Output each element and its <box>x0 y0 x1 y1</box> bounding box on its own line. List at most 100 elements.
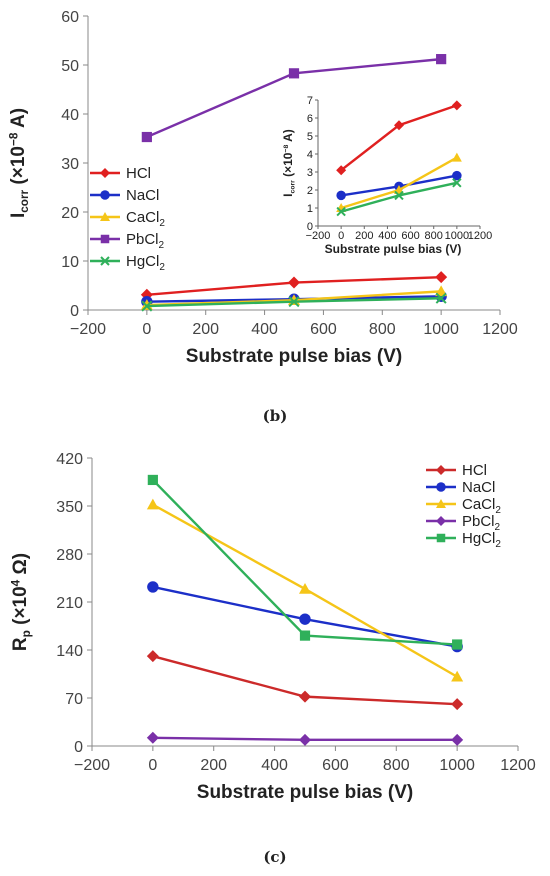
x-tick-label: 200 <box>200 757 227 774</box>
x-tick-label: 200 <box>192 321 219 338</box>
x-tick-label: 0 <box>148 757 157 774</box>
legend-label: HCl <box>462 462 487 479</box>
x-tick-label: 1200 <box>500 757 536 774</box>
inset-x-tick-label: −200 <box>306 230 331 242</box>
y-tick-label: 70 <box>65 691 83 708</box>
legend-subscript: 2 <box>495 522 501 533</box>
legend-text: NaCl <box>462 479 495 496</box>
x-tick-label: 600 <box>322 757 349 774</box>
y-label-text: (×10 <box>10 586 31 630</box>
inset-data-point-HCl <box>336 165 347 176</box>
inset-x-tick-label: 1200 <box>468 230 492 242</box>
inset-y-tick-label: 6 <box>307 113 313 125</box>
y-label-superscript: 4 <box>9 579 22 586</box>
inset-y-tick-label: 3 <box>307 167 313 179</box>
y-label-subscript: corr <box>18 189 31 212</box>
data-point-HCl <box>435 271 448 284</box>
legend-label: HgCl2 <box>462 530 501 550</box>
legend-marker <box>436 482 446 492</box>
marker-stroke <box>100 256 110 266</box>
legend-text: NaCl <box>126 187 159 204</box>
panel-label: (c) <box>263 848 286 866</box>
inset-data-point-HCl <box>394 120 404 131</box>
legend-text: CaCl <box>126 209 159 226</box>
legend-label: PbCl2 <box>126 231 165 251</box>
inset-data-point-HgCl2 <box>394 190 404 201</box>
y-tick-label: 10 <box>61 254 79 271</box>
y-tick-label: 0 <box>74 739 83 756</box>
legend-text: CaCl <box>462 496 495 513</box>
marker-stroke <box>452 178 462 188</box>
data-point-PbCl2 <box>141 131 152 143</box>
legend-marker <box>436 516 446 526</box>
data-point-PbCl2 <box>299 733 311 746</box>
inset-y-tick-label: 7 <box>307 95 313 107</box>
x-tick-label: 400 <box>261 757 288 774</box>
inset-data-point-NaCl <box>452 170 462 181</box>
x-tick-label: 800 <box>383 757 410 774</box>
y-axis-label: Icorr (×10−8 A) <box>7 108 31 218</box>
legend-marker <box>100 234 110 244</box>
y-tick-label: 60 <box>61 9 79 26</box>
inset-x-tick-label: 1000 <box>445 230 469 242</box>
legend-subscript: 2 <box>159 240 165 251</box>
inset-x-tick-label: 0 <box>338 230 344 242</box>
y-axis-label: Icorr (×10−8 A) <box>281 129 296 197</box>
y-label-superscript: −8 <box>7 132 20 146</box>
legend-marker <box>100 190 110 200</box>
x-axis-label: Substrate pulse bias (V) <box>197 782 413 803</box>
y-label-text: (×10 <box>281 152 295 180</box>
inset-data-point-HCl <box>451 100 462 111</box>
data-point-HgCl2 <box>452 639 463 650</box>
y-label-subscript: p <box>20 630 33 637</box>
inset-x-tick-label: 800 <box>425 230 443 242</box>
y-tick-label: 0 <box>70 303 79 320</box>
y-label-subscript: corr <box>289 180 296 194</box>
y-tick-label: 30 <box>61 156 79 173</box>
x-tick-label: 1000 <box>423 321 459 338</box>
y-label-unit: A) <box>8 108 29 133</box>
y-tick-label: 50 <box>61 58 79 75</box>
y-label-main: I <box>8 213 29 218</box>
data-point-PbCl2 <box>146 731 159 744</box>
legend-subscript: 2 <box>159 262 165 273</box>
y-label-main: I <box>281 193 295 196</box>
legend-label: PbCl2 <box>462 513 501 533</box>
inset-data-point-HgCl2 <box>336 206 346 217</box>
inset-y-tick-label: 0 <box>307 221 313 233</box>
inset-y-tick-label: 1 <box>307 203 313 215</box>
inset-y-tick-label: 4 <box>307 149 313 161</box>
x-tick-label: 1000 <box>439 757 475 774</box>
inset-data-point-HgCl2 <box>452 178 462 188</box>
x-tick-label: −200 <box>70 321 106 338</box>
data-point-HCl <box>451 698 464 711</box>
data-point-PbCl2 <box>436 54 447 65</box>
y-label-main: R <box>10 637 31 651</box>
legend-text: HCl <box>126 165 151 182</box>
legend-label: CaCl2 <box>126 209 165 229</box>
x-axis-label: Substrate pulse bias (V) <box>186 346 402 367</box>
legend-text: HCl <box>462 462 487 479</box>
y-axis-label: Rp (×104 Ω) <box>9 553 33 651</box>
x-tick-label: 400 <box>251 321 278 338</box>
data-point-HCl <box>146 650 159 663</box>
data-point-CaCl2 <box>435 285 448 297</box>
data-point-CaCl2 <box>140 299 153 310</box>
marker-stroke <box>288 296 300 308</box>
x-tick-label: 600 <box>310 321 337 338</box>
legend-text: PbCl <box>126 231 159 248</box>
data-point-HgCl2 <box>288 296 300 308</box>
legend-marker <box>436 499 446 508</box>
legend-subscript: 2 <box>495 539 501 550</box>
data-point-HgCl2 <box>141 300 153 312</box>
legend-marker <box>100 256 110 266</box>
data-point-PbCl2 <box>288 68 300 79</box>
data-point-NaCl <box>147 581 159 593</box>
marker-stroke <box>141 300 153 312</box>
x-tick-label: −200 <box>74 757 110 774</box>
y-label-text: (×10 <box>8 146 29 190</box>
legend-subscript: 2 <box>495 505 501 516</box>
